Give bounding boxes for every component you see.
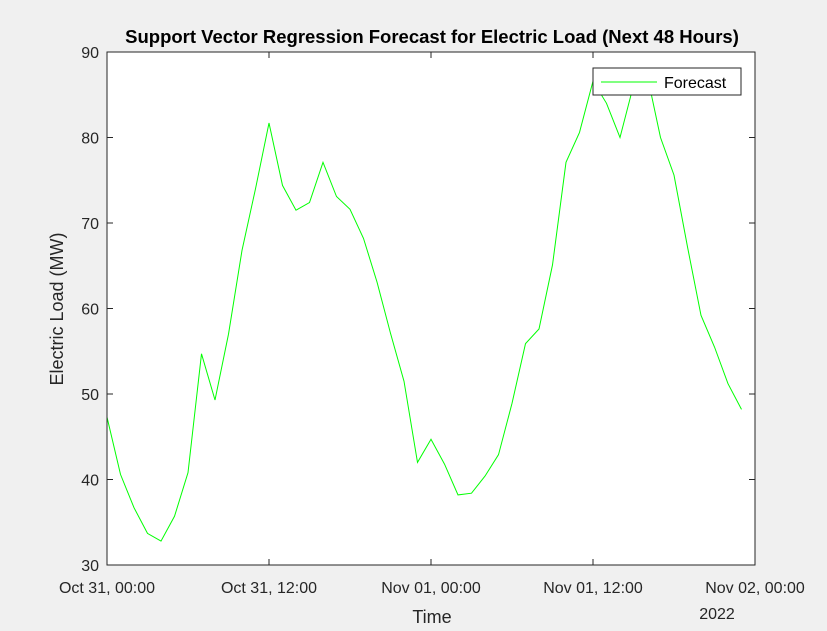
x-tick-label: Oct 31, 00:00 xyxy=(59,580,155,597)
y-tick-label: 90 xyxy=(81,45,99,62)
y-axis-label: Electric Load (MW) xyxy=(47,232,67,385)
y-axis: 30 40 50 60 70 80 90 xyxy=(81,45,755,575)
y-tick-label: 50 xyxy=(81,387,99,404)
x-tick-label: Nov 01, 12:00 xyxy=(543,580,643,597)
x-tick-label: Oct 31, 12:00 xyxy=(221,580,317,597)
x-axis: Oct 31, 00:00 Oct 31, 12:00 Nov 01, 00:00 N… xyxy=(59,52,805,597)
legend[interactable]: Forecast xyxy=(592,67,742,96)
chart-title: Support Vector Regression Forecast for E… xyxy=(125,26,739,47)
y-tick-label: 80 xyxy=(81,131,99,148)
plot-area xyxy=(107,52,755,565)
y-tick-label: 40 xyxy=(81,473,99,490)
y-tick-label: 60 xyxy=(81,302,99,319)
y-tick-label: 30 xyxy=(81,558,99,575)
y-tick-label: 70 xyxy=(81,216,99,233)
x-axis-secondary-label: 2022 xyxy=(699,606,735,623)
x-tick-label: Nov 01, 00:00 xyxy=(381,580,481,597)
legend-entry-forecast: Forecast xyxy=(664,75,727,92)
x-axis-label: Time xyxy=(412,607,451,627)
plot-area-border xyxy=(106,51,756,566)
x-tick-label: Nov 02, 00:00 xyxy=(705,580,805,597)
